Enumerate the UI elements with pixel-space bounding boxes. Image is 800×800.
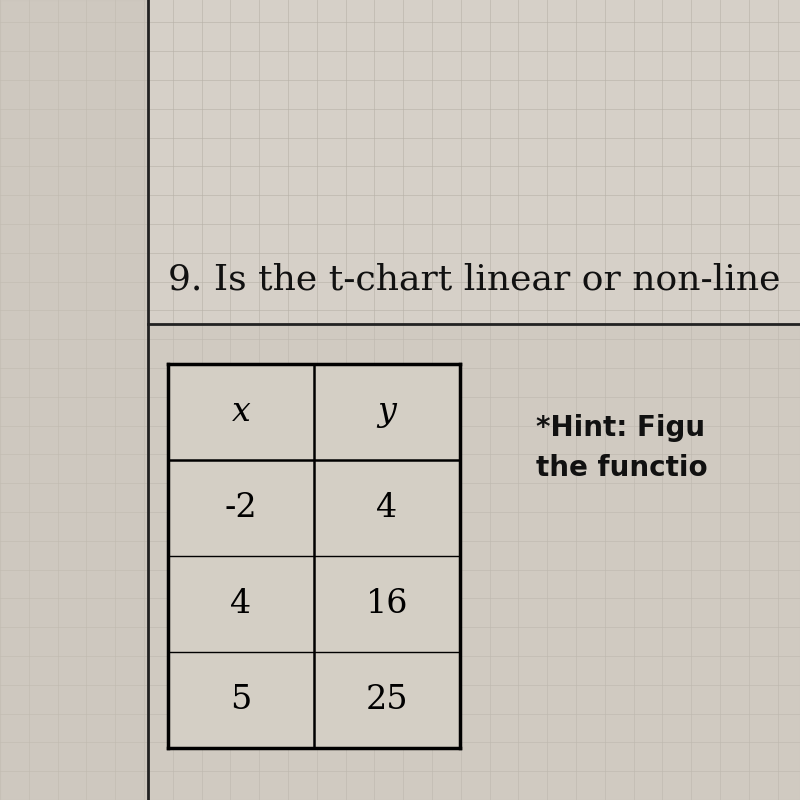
Text: x: x (231, 396, 250, 428)
FancyBboxPatch shape (168, 364, 460, 748)
Text: 25: 25 (366, 684, 408, 716)
Text: 4: 4 (377, 492, 398, 524)
Text: 4: 4 (230, 588, 251, 620)
Text: -2: -2 (225, 492, 258, 524)
Text: *Hint: Figu: *Hint: Figu (536, 414, 705, 442)
Text: 5: 5 (230, 684, 252, 716)
Text: 16: 16 (366, 588, 408, 620)
Text: 9. Is the t-chart linear or non-line: 9. Is the t-chart linear or non-line (168, 263, 781, 297)
Text: y: y (378, 396, 397, 428)
Text: the functio: the functio (536, 454, 708, 482)
